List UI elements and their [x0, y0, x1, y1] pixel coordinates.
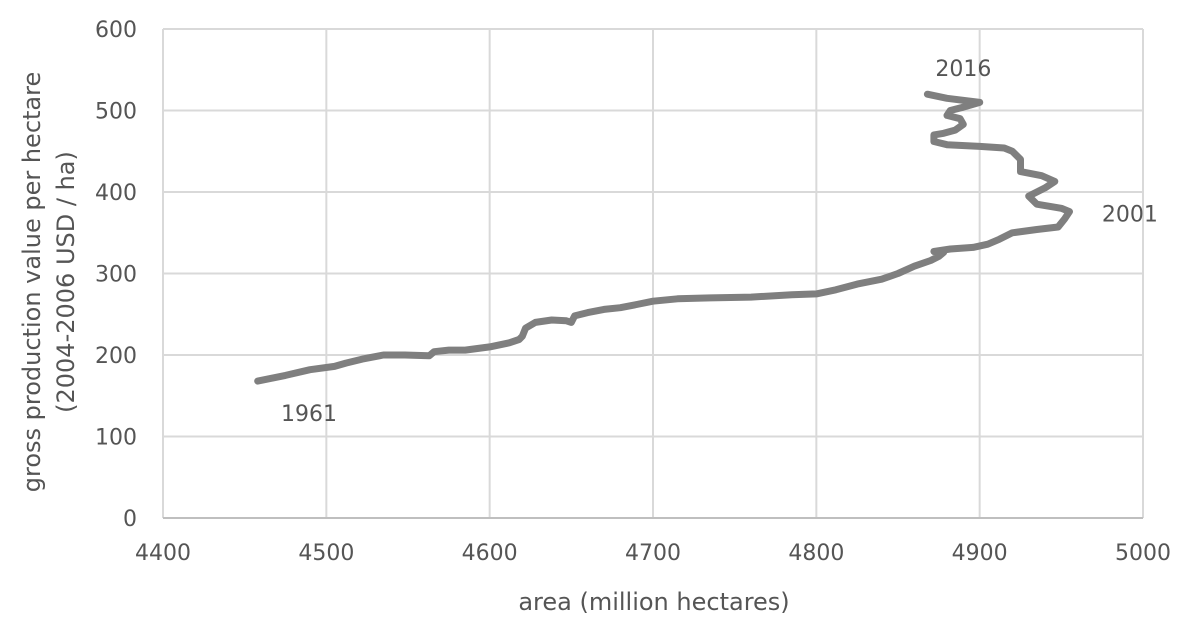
y-axis-title-line-2: (2004-2006 USD / ha) — [52, 151, 80, 413]
x-tick-label: 4900 — [952, 541, 1008, 566]
y-tick-label: 200 — [95, 344, 137, 369]
x-tick-label: 4800 — [788, 541, 844, 566]
annotation-year-1961: 1961 — [281, 402, 337, 427]
x-tick-label: 4500 — [298, 541, 354, 566]
x-tick-label: 4600 — [462, 541, 518, 566]
y-axis-title-line-1: gross production value per hectare — [18, 72, 46, 492]
y-tick-labels: 0 100 200 300 400 500 600 — [95, 18, 137, 532]
series-line-area-vs-value — [254, 90, 1073, 385]
y-tick-label: 400 — [95, 181, 137, 206]
x-tick-label: 4700 — [625, 541, 681, 566]
grid-lines — [162, 28, 1144, 519]
x-tick-labels: 4400 4500 4600 4700 4800 4900 5000 — [135, 541, 1171, 566]
x-axis-title: area (million hectares) — [518, 588, 789, 616]
y-tick-label: 300 — [95, 263, 137, 288]
y-tick-label: 500 — [95, 100, 137, 125]
y-tick-label: 600 — [95, 18, 137, 43]
annotation-year-2016: 2016 — [935, 57, 991, 82]
y-tick-label: 100 — [95, 426, 137, 451]
x-tick-label: 5000 — [1115, 541, 1171, 566]
y-tick-label: 0 — [123, 507, 137, 532]
annotation-year-2001: 2001 — [1102, 203, 1158, 228]
year-annotations: 1961 2001 2016 — [281, 57, 1158, 427]
x-tick-label: 4400 — [135, 541, 191, 566]
